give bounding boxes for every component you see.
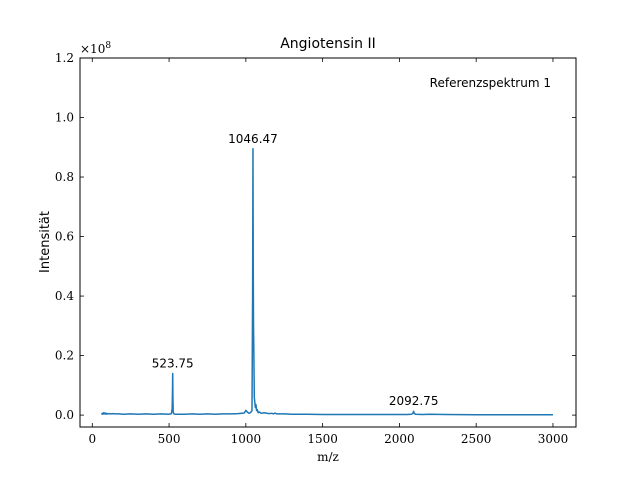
x-tick-label: 0 [88,432,96,446]
y-tick-label: 0.2 [55,349,74,363]
y-tick-label: 0.8 [55,170,74,184]
peak-label: 523.75 [152,356,194,370]
x-tick-label: 3000 [538,432,569,446]
x-axis-label: m/z [317,450,339,464]
y-multiplier-exponent: 8 [105,41,111,51]
plot-frame [79,57,577,428]
y-tick-label: 0.4 [55,289,74,303]
chart-title: Angiotensin II [280,36,376,52]
plot-area [100,148,553,416]
y-tick-label: 1.0 [55,111,74,125]
peak-labels: 523.75 1046.47 2092.75 [152,132,439,408]
y-multiplier-label: ×108 [80,41,111,56]
x-tick-label: 500 [158,432,181,446]
peak-label: 2092.75 [389,394,439,408]
y-tick-label: 0.6 [55,230,74,244]
reference-annotation: Referenzspektrum 1 [430,76,551,90]
y-axis-label: Intensität [38,211,53,273]
x-tick-label: 1500 [307,432,338,446]
x-tick-label: 2500 [461,432,492,446]
spectrum-line [100,148,553,416]
x-tick-label: 1000 [231,432,262,446]
y-axis: 0.0 0.2 0.4 0.6 0.8 1.0 1.2 [55,51,576,422]
peak-label: 1046.47 [228,132,278,146]
y-tick-label: 1.2 [55,51,74,65]
x-axis: 0 500 1000 1500 2000 2500 3000 [88,58,568,446]
x-tick-label: 2000 [384,432,415,446]
y-tick-label: 0.0 [55,408,74,422]
